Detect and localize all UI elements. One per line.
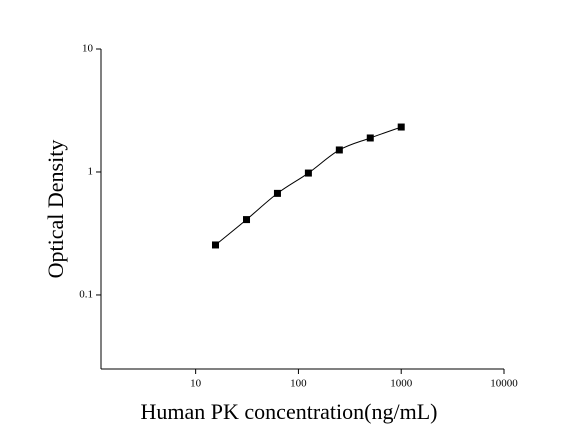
point xyxy=(304,169,312,177)
x-tick-label: 10000 xyxy=(490,378,518,390)
x-tick-label: 100 xyxy=(290,378,307,390)
x-tick-label: 10 xyxy=(190,378,202,390)
point xyxy=(243,216,251,224)
point xyxy=(211,241,219,249)
point xyxy=(335,146,343,154)
point xyxy=(397,123,405,131)
point xyxy=(273,189,281,197)
x-tick-label: 1000 xyxy=(390,378,413,390)
y-tick-label: 10 xyxy=(82,43,94,55)
curve xyxy=(215,126,402,246)
y-axis-title: Optical Density xyxy=(43,140,68,279)
x-axis-title: Human PK concentration(ng/mL) xyxy=(141,399,438,424)
y-tick-label: 1 xyxy=(88,166,94,178)
point xyxy=(366,134,374,142)
y-tick-label: 0.1 xyxy=(79,288,93,300)
